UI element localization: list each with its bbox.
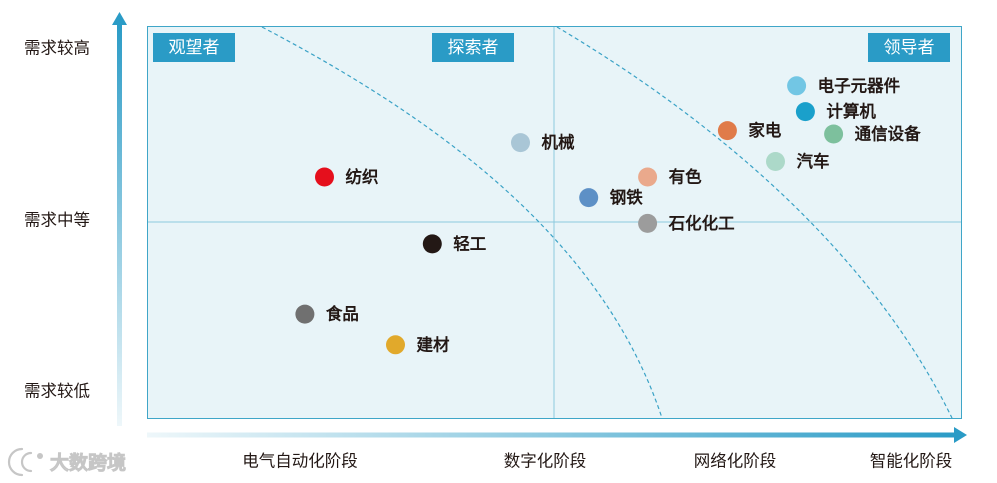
scatter-point-label: 通信设备 [855, 124, 922, 144]
zone-badge-background [153, 33, 235, 62]
x-tick-label-digitalization: 数字化阶段 [504, 452, 587, 471]
scatter-point [315, 167, 334, 187]
zone-badge-label: 探索者 [448, 38, 499, 58]
scatter-point-label: 石化化工 [668, 213, 735, 233]
x-tick-label-electrical-automation: 电气自动化阶段 [242, 452, 358, 471]
scatter-point [766, 152, 785, 171]
zone-boundary-right [556, 26, 953, 419]
x-axis-arrowhead-icon [954, 427, 967, 443]
scatter-point-label: 食品 [326, 304, 359, 324]
scatter-point [422, 234, 442, 254]
scatter-point [824, 124, 844, 144]
watermark-text: 大数跨境 [50, 451, 126, 474]
scatter-point-label: 有色 [669, 167, 703, 187]
scatter-point-label: 汽车 [797, 151, 830, 171]
zone-badge-leaders: 领导者 [868, 33, 950, 62]
scatter-point-label: 建材 [417, 334, 451, 354]
y-axis-arrow [112, 12, 127, 426]
zone-boundary-left [261, 26, 663, 419]
watermark: 大数跨境 [7, 447, 126, 477]
scatter-point [386, 335, 405, 355]
zone-badge-label: 观望者 [169, 38, 220, 58]
zone-badge-explorers: 探索者 [432, 33, 514, 62]
scatter-point [638, 213, 658, 233]
zone-badge-watchers: 观望者 [153, 33, 235, 62]
zone-badge-background [868, 33, 950, 62]
scatter-point-label: 计算机 [826, 101, 876, 121]
y-axis-arrowhead-icon [112, 12, 127, 25]
watermark-logo-icon [7, 447, 33, 477]
scatter-point-label: 家电 [748, 120, 782, 140]
scatter-point-label: 机械 [542, 132, 576, 152]
scatter-point [787, 76, 807, 96]
scatter-point-label: 电子元器件 [818, 75, 901, 95]
y-axis-shaft [117, 22, 122, 426]
x-axis-shaft [147, 432, 956, 438]
x-tick-label-intelligence: 智能化阶段 [870, 452, 953, 471]
scatter-point [579, 188, 599, 208]
scatter-point [717, 121, 737, 141]
scatter-point [511, 133, 530, 153]
scatter-point [795, 102, 815, 122]
x-tick-label-networking: 网络化阶段 [694, 452, 777, 471]
y-tick-label-medium: 需求中等 [24, 211, 90, 230]
y-tick-label-high: 需求较高 [24, 39, 90, 58]
y-tick-label-low: 需求较低 [24, 382, 90, 401]
watermark-logo-dot-icon [37, 453, 43, 459]
x-axis-arrow [147, 427, 967, 443]
scatter-point-label: 纺织 [346, 167, 379, 187]
scatter-point [638, 167, 658, 187]
zone-badge-label: 领导者 [884, 38, 935, 58]
zone-badge-background [432, 33, 514, 62]
scatter-point-label: 钢铁 [610, 187, 644, 207]
scatter-point [295, 304, 315, 324]
scatter-point-label: 轻工 [453, 233, 486, 253]
